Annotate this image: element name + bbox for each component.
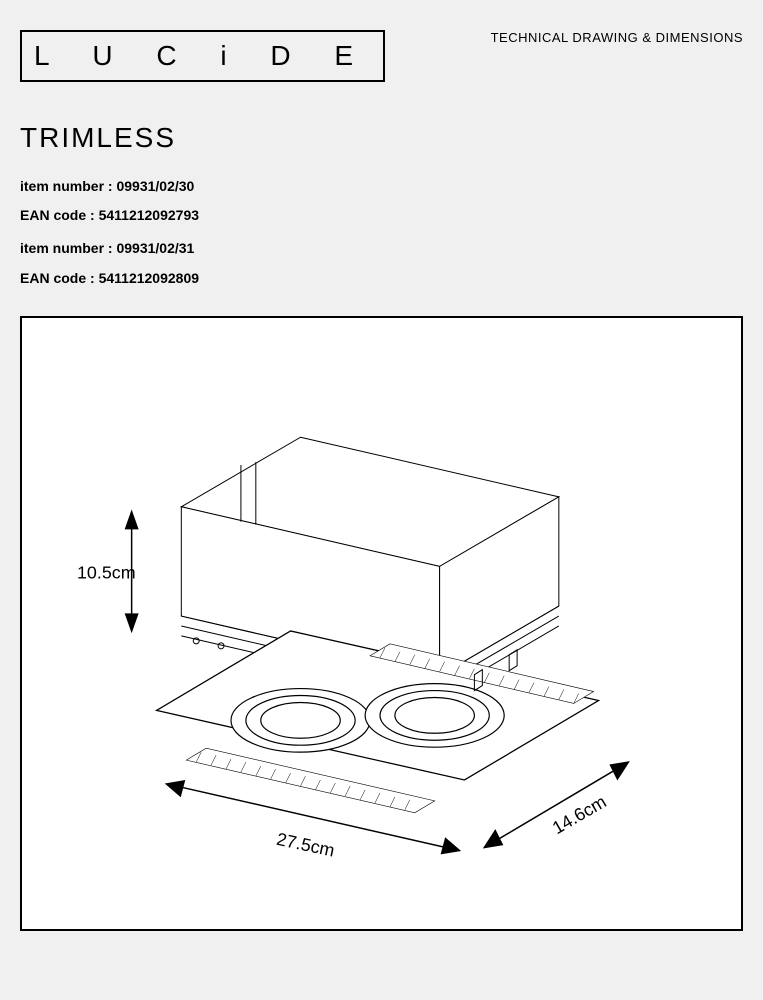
ean-value: 5411212092793: [99, 207, 199, 223]
dimension-height-label: 10.5cm: [77, 562, 136, 582]
dimension-width-label: 14.6cm: [549, 791, 610, 838]
ean-row: EAN code : 5411212092809: [20, 266, 743, 291]
variant-block-1: item number : 09931/02/31 EAN code : 541…: [20, 236, 743, 290]
ean-label: EAN code :: [20, 207, 95, 223]
ean-value: 5411212092809: [99, 270, 199, 286]
technical-drawing-frame: 10.5cm 27.5cm 14.6cm: [20, 316, 743, 931]
ean-row: EAN code : 5411212092793: [20, 203, 743, 228]
variant-block-0: item number : 09931/02/30 EAN code : 541…: [20, 174, 743, 228]
item-number-label: item number :: [20, 178, 113, 194]
product-title: TRIMLESS: [20, 122, 743, 154]
item-number-label: item number :: [20, 240, 113, 256]
item-number-value: 09931/02/30: [116, 178, 194, 194]
brand-logo: L U C i D E: [20, 30, 385, 82]
item-number-row: item number : 09931/02/31: [20, 236, 743, 261]
brand-logo-text: L U C i D E: [34, 40, 371, 71]
item-number-row: item number : 09931/02/30: [20, 174, 743, 199]
item-number-value: 09931/02/31: [116, 240, 194, 256]
technical-drawing-svg: 10.5cm 27.5cm 14.6cm: [22, 318, 741, 929]
housing-group: [181, 437, 559, 675]
ean-label: EAN code :: [20, 270, 95, 286]
dimension-length-label: 27.5cm: [275, 829, 337, 861]
header-subtitle: TECHNICAL DRAWING & DIMENSIONS: [491, 30, 743, 45]
